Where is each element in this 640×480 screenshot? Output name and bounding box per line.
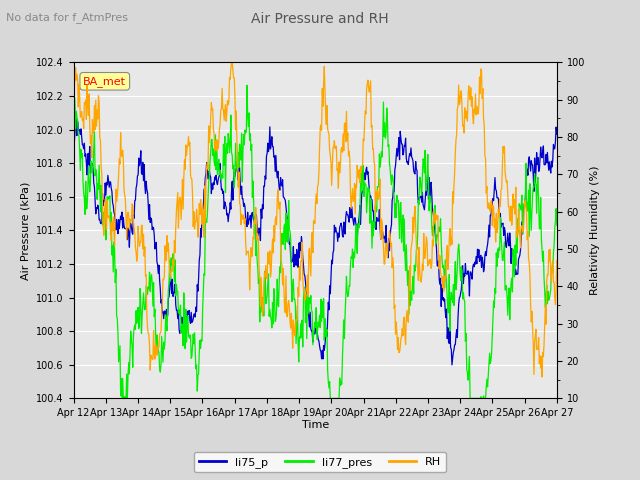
- Text: BA_met: BA_met: [83, 76, 126, 87]
- Y-axis label: Relativity Humidity (%): Relativity Humidity (%): [591, 166, 600, 295]
- Text: Air Pressure and RH: Air Pressure and RH: [251, 12, 389, 26]
- Y-axis label: Air Pressure (kPa): Air Pressure (kPa): [20, 181, 31, 279]
- Text: No data for f_AtmPres: No data for f_AtmPres: [6, 12, 129, 23]
- Legend: li75_p, li77_pres, RH: li75_p, li77_pres, RH: [195, 452, 445, 472]
- X-axis label: Time: Time: [301, 420, 329, 430]
